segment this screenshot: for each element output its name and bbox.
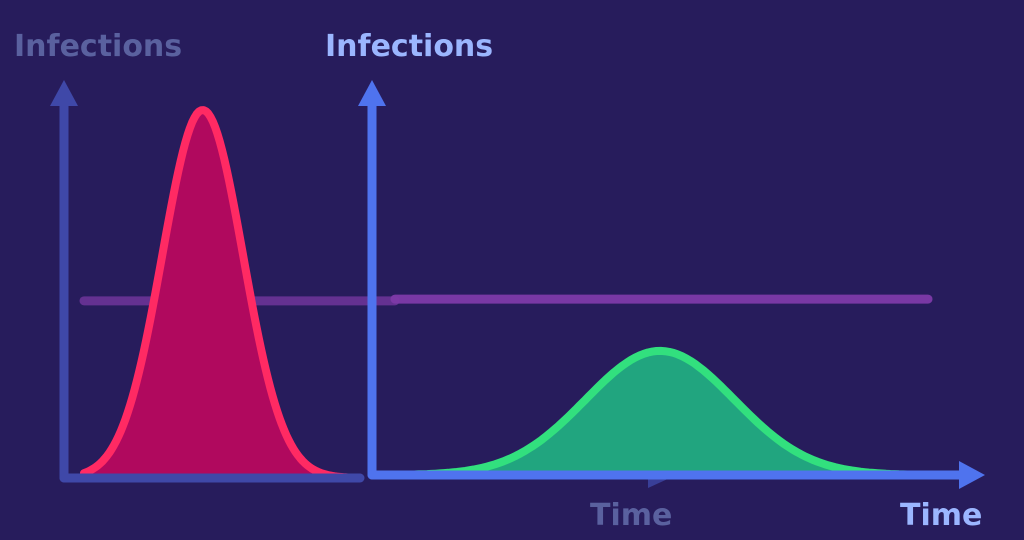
flattened-curve-line (406, 346, 924, 479)
y-axis-arrow-right (358, 80, 386, 106)
peak-curve-area (84, 110, 360, 478)
y-axis-label-left: Infections (14, 29, 182, 64)
peak-curve-line (80, 106, 364, 482)
left-chart-unmitigated: Infections Time (14, 29, 672, 533)
y-axis-label-right: Infections (325, 29, 493, 64)
y-axis-arrow-left (50, 80, 78, 106)
x-axis-label-left: Time (590, 498, 672, 533)
flattened-curve-area (410, 350, 920, 475)
x-axis-label-right: Time (900, 498, 982, 533)
x-axis-arrow-right (959, 461, 985, 489)
right-chart-flattened: Infections Time (325, 29, 985, 533)
